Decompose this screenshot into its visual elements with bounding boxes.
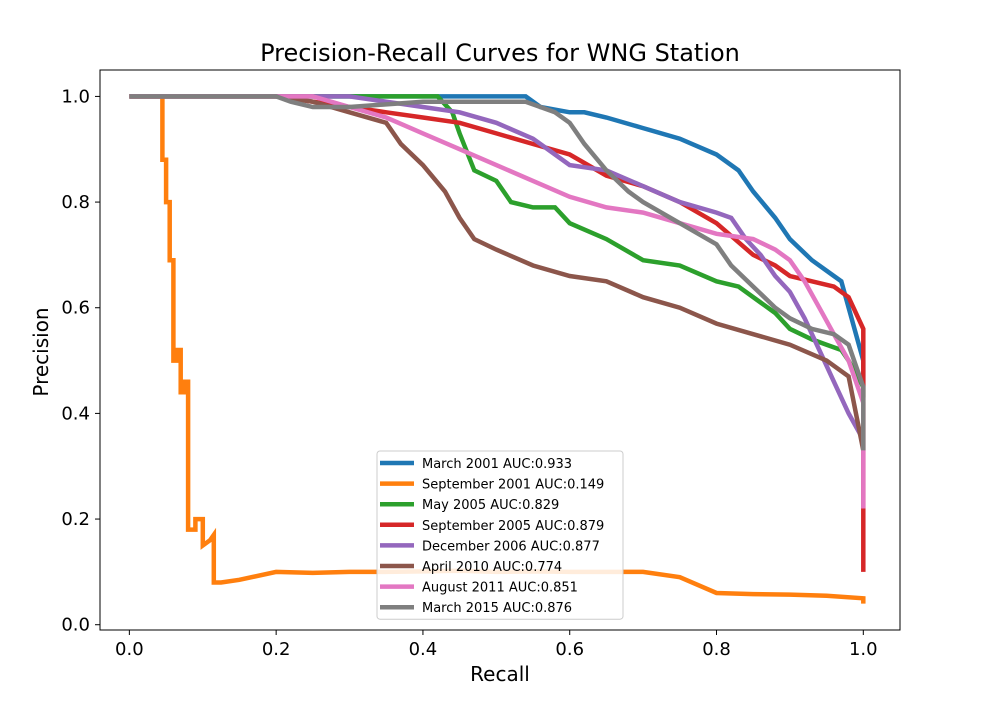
legend-entry-1: September 2001 AUC:0.149 [422, 478, 604, 493]
x-tick-label: 0.6 [555, 639, 584, 660]
y-tick-label: 0.4 [61, 403, 90, 424]
plot-frame [99, 69, 901, 631]
y-tick-label: 0.6 [61, 298, 90, 319]
y-axis-label: Precision [29, 307, 53, 396]
legend-entry-6: August 2011 AUC:0.851 [422, 581, 578, 596]
x-tick-label: 0.2 [262, 639, 291, 660]
y-tick-label: 1.0 [61, 86, 90, 107]
series-layer [129, 94, 866, 604]
series-line-5 [129, 94, 866, 451]
y-tick-label: 0.0 [61, 615, 90, 636]
legend-box [376, 450, 624, 620]
y-tick-label: 0.2 [61, 509, 90, 530]
x-axis-label: Recall [470, 662, 530, 686]
legend-entry-5: April 2010 AUC:0.774 [422, 560, 562, 575]
series-line-6 [129, 94, 866, 509]
ticks-layer: 0.0 0.2 0.4 0.6 0.8 1.0 0.0 0.2 0.4 0.6 0.8 1.0 [61, 86, 877, 660]
legend: March 2001 AUC:0.933 September 2001 AUC:0… [376, 450, 624, 620]
series-line-0 [129, 94, 866, 387]
series-line-4 [129, 94, 866, 441]
y-tick-label: 0.8 [61, 192, 90, 213]
legend-entry-3: September 2005 AUC:0.879 [422, 519, 604, 534]
chart-title: Precision-Recall Curves for WNG Station [260, 39, 740, 67]
series-line-1 [129, 94, 866, 604]
x-tick-label: 0.4 [409, 639, 438, 660]
x-tick-label: 1.0 [849, 639, 878, 660]
legend-entry-0: March 2001 AUC:0.933 [422, 457, 572, 472]
legend-entry-7: March 2015 AUC:0.876 [422, 601, 572, 616]
x-tick-label: 0.0 [115, 639, 144, 660]
legend-entry-4: December 2006 AUC:0.877 [422, 539, 600, 554]
legend-entry-2: May 2005 AUC:0.829 [422, 498, 559, 513]
x-tick-label: 0.8 [702, 639, 731, 660]
series-line-7 [129, 94, 866, 451]
